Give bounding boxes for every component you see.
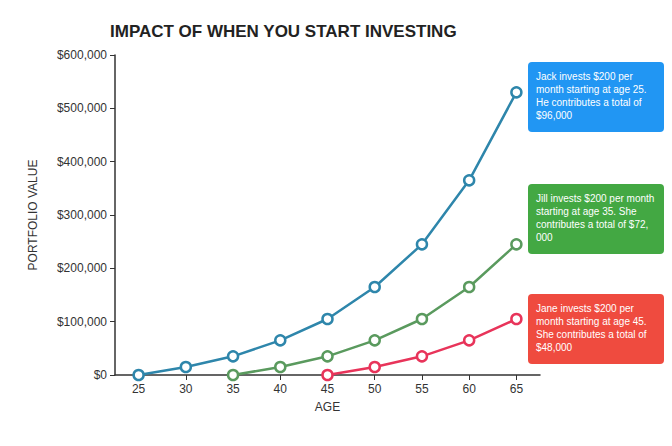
svg-text:AGE: AGE bbox=[315, 400, 340, 414]
svg-text:starting at age 35. She: starting at age 35. She bbox=[536, 206, 639, 217]
svg-text:$200,000: $200,000 bbox=[57, 261, 107, 275]
svg-text:35: 35 bbox=[226, 382, 240, 396]
svg-text:He contributes a total of: He contributes a total of bbox=[536, 97, 644, 108]
svg-text:$300,000: $300,000 bbox=[57, 208, 107, 222]
svg-text:000: 000 bbox=[536, 232, 553, 243]
svg-text:IMPACT OF WHEN YOU START INVES: IMPACT OF WHEN YOU START INVESTING bbox=[110, 22, 457, 41]
svg-text:Jack invests $200 per: Jack invests $200 per bbox=[536, 71, 636, 82]
svg-text:$600,000: $600,000 bbox=[57, 48, 107, 62]
svg-text:55: 55 bbox=[415, 382, 429, 396]
svg-text:30: 30 bbox=[179, 382, 193, 396]
svg-text:65: 65 bbox=[510, 382, 524, 396]
svg-text:contributes a total of $72,: contributes a total of $72, bbox=[536, 219, 648, 230]
svg-text:$96,000: $96,000 bbox=[536, 110, 573, 121]
svg-text:$0: $0 bbox=[94, 368, 108, 382]
svg-text:25: 25 bbox=[132, 382, 146, 396]
svg-text:40: 40 bbox=[274, 382, 288, 396]
svg-text:60: 60 bbox=[462, 382, 476, 396]
svg-text:month starting at age 25.: month starting at age 25. bbox=[536, 84, 649, 95]
svg-text:She contributes a total of: She contributes a total of bbox=[536, 329, 649, 340]
svg-text:50: 50 bbox=[368, 382, 382, 396]
svg-text:45: 45 bbox=[321, 382, 335, 396]
svg-text:$48,000: $48,000 bbox=[536, 342, 573, 353]
svg-text:$400,000: $400,000 bbox=[57, 155, 107, 169]
svg-text:Jane invests $200 per: Jane invests $200 per bbox=[536, 303, 637, 314]
svg-text:month starting at age 45.: month starting at age 45. bbox=[536, 316, 649, 327]
svg-text:$500,000: $500,000 bbox=[57, 101, 107, 115]
svg-text:PORTFOLIO VALUE: PORTFOLIO VALUE bbox=[26, 160, 40, 271]
svg-text:$100,000: $100,000 bbox=[57, 315, 107, 329]
svg-text:Jill invests $200 per month: Jill invests $200 per month bbox=[536, 193, 657, 204]
